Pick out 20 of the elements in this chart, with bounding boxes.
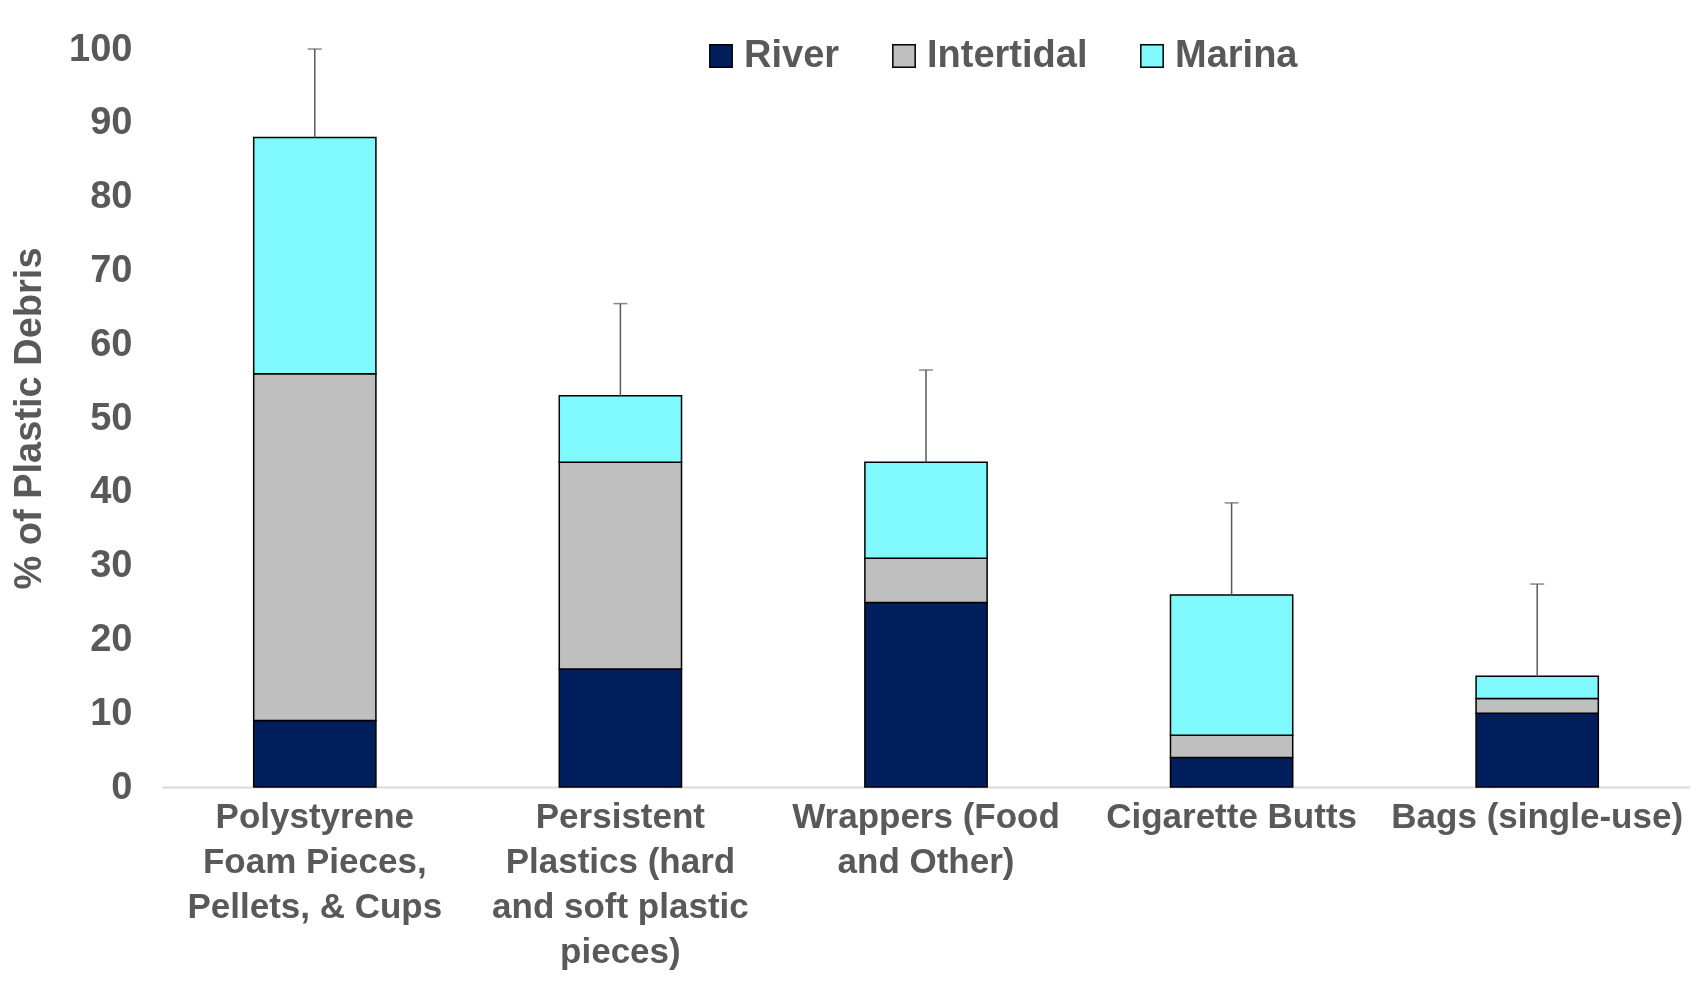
x-tick-label: Bags (single-use) <box>1391 795 1684 835</box>
y-tick-label: 40 <box>90 469 133 512</box>
y-tick-label: 80 <box>90 174 133 217</box>
legend-label: Marina <box>1175 33 1299 75</box>
x-tick-label: Cigarette Butts <box>1106 795 1358 835</box>
legend-label: Intertidal <box>927 33 1088 75</box>
x-tick-label: Wrappers (Food and Other) <box>792 795 1060 880</box>
x-tick-label: Polystyrene Foam Pieces, Pellets, & Cups <box>187 795 443 925</box>
y-tick-label: 90 <box>90 100 133 143</box>
y-tick-label: 70 <box>90 247 133 290</box>
legend-label: River <box>744 33 840 75</box>
y-tick-label: 30 <box>90 543 133 586</box>
x-tick-label: Persistent Plastics (hard and soft plastic pieces) <box>492 795 749 970</box>
y-axis-title: % of Plastic Debris <box>7 247 50 590</box>
y-tick-label: 20 <box>90 616 133 659</box>
y-tick-label: 10 <box>90 690 133 733</box>
y-tick-label: 100 <box>69 26 133 69</box>
y-tick-label: 50 <box>90 395 133 438</box>
y-tick-label: 60 <box>90 321 133 364</box>
y-tick-label: 0 <box>111 764 133 807</box>
